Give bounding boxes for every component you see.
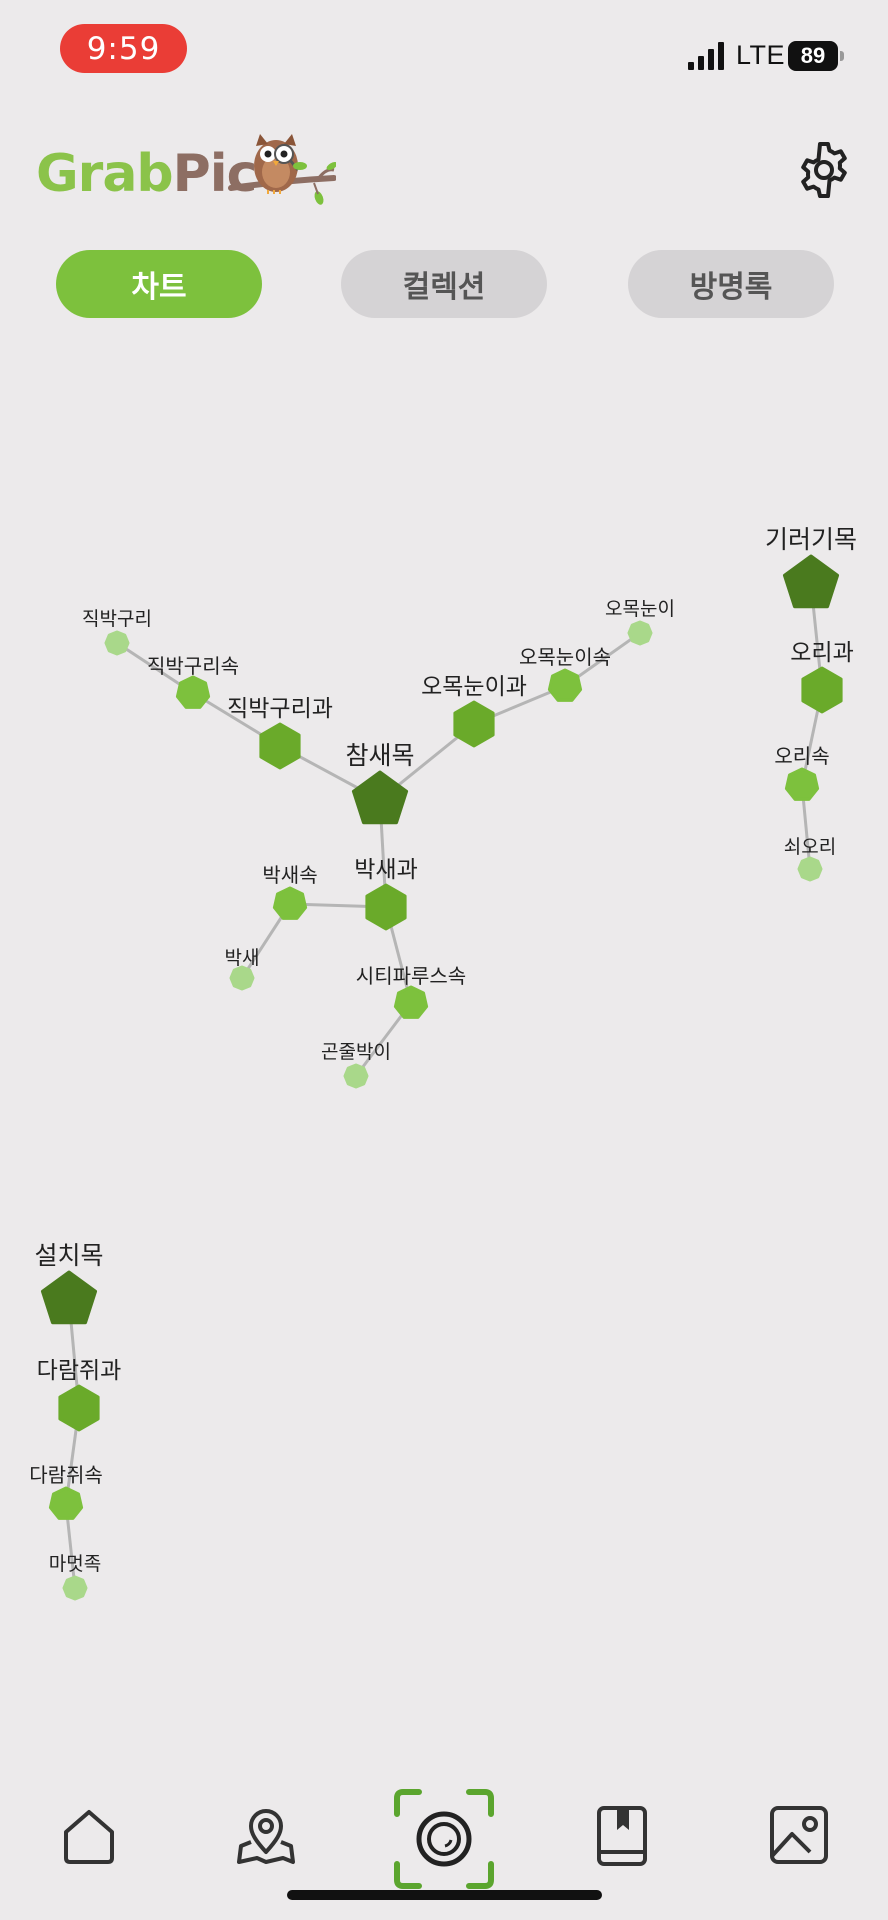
tree-node-order[interactable]: 설치목: [34, 1241, 104, 1325]
node-marker[interactable]: [797, 856, 823, 882]
tree-node-family[interactable]: 직박구리과: [227, 696, 333, 770]
node-label: 다람쥐과: [37, 1358, 122, 1384]
node-label: 쇠오리: [784, 836, 836, 858]
tree-node-genus[interactable]: 다람쥐속: [29, 1463, 103, 1520]
node-marker[interactable]: [343, 1063, 369, 1089]
home-indicator[interactable]: [287, 1890, 602, 1900]
node-label: 박새속: [262, 863, 317, 887]
node-label: 시티파루스속: [356, 964, 466, 988]
node-label: 오목눈이과: [421, 674, 527, 700]
bottom-nav: [0, 1788, 888, 1920]
node-marker[interactable]: [351, 770, 409, 825]
tree-node-genus[interactable]: 오리속: [774, 744, 830, 801]
tab-bar: 차트 컬렉션 방명록: [0, 250, 888, 320]
tree-node-genus[interactable]: 오목눈이속: [519, 645, 611, 702]
tab-chart[interactable]: 차트: [56, 250, 262, 318]
node-marker[interactable]: [784, 767, 820, 801]
node-label: 곤줄박이: [321, 1041, 391, 1063]
cellular-signal-icon: [688, 42, 724, 70]
logo-pic: Pic: [172, 144, 258, 204]
node-marker[interactable]: [782, 554, 840, 609]
node-label: 다람쥐속: [29, 1463, 103, 1487]
node-label: 직박구리: [82, 608, 152, 630]
tree-node-genus[interactable]: 박새속: [262, 863, 318, 920]
tab-collection[interactable]: 컬렉션: [341, 250, 547, 318]
tree-node-species[interactable]: 마멋족: [49, 1553, 101, 1601]
tree-node-species[interactable]: 오목눈이: [605, 598, 675, 646]
node-label: 오목눈이속: [519, 645, 611, 669]
app-logo: GrabPic: [36, 126, 336, 216]
node-label: 설치목: [34, 1241, 103, 1270]
tree-node-order[interactable]: 기러기목: [765, 525, 857, 609]
node-marker[interactable]: [453, 700, 495, 748]
tree-node-genus[interactable]: 직박구리속: [147, 654, 239, 709]
battery-icon: 89: [788, 41, 844, 71]
node-marker[interactable]: [259, 722, 301, 770]
battery-level: 89: [788, 41, 838, 71]
owl-mascot-icon: [228, 134, 336, 205]
camera-icon[interactable]: [393, 1788, 495, 1890]
node-marker[interactable]: [547, 668, 583, 702]
home-icon[interactable]: [54, 1800, 124, 1870]
node-marker[interactable]: [175, 675, 211, 709]
tree-node-family[interactable]: 다람쥐과: [37, 1358, 122, 1432]
tree-node-species[interactable]: 곤줄박이: [321, 1041, 391, 1089]
node-label: 직박구리속: [147, 654, 239, 678]
tab-guestbook[interactable]: 방명록: [628, 250, 834, 318]
node-marker[interactable]: [104, 630, 130, 656]
node-marker[interactable]: [62, 1575, 88, 1601]
node-label: 박새: [225, 947, 260, 969]
battery-tip: [840, 51, 844, 61]
node-label: 오리속: [774, 744, 829, 768]
tree-node-order[interactable]: 참새목: [345, 741, 415, 825]
node-label: 오리과: [790, 640, 853, 666]
node-marker[interactable]: [40, 1270, 98, 1325]
tree-node-species[interactable]: 직박구리: [82, 608, 152, 656]
node-marker[interactable]: [229, 965, 255, 991]
book-icon[interactable]: [587, 1800, 657, 1870]
tree-node-family[interactable]: 박새과: [354, 857, 418, 931]
node-label: 오목눈이: [605, 598, 675, 620]
logo-wordmark: GrabPic: [36, 144, 258, 204]
tree-node-family[interactable]: 오목눈이과: [421, 674, 527, 748]
gallery-icon[interactable]: [764, 1800, 834, 1870]
node-label: 기러기목: [765, 525, 857, 554]
map-pin-icon[interactable]: [231, 1800, 301, 1870]
node-marker[interactable]: [48, 1486, 84, 1520]
network-label: LTE: [736, 40, 786, 70]
node-marker[interactable]: [272, 886, 308, 920]
node-label: 직박구리과: [227, 696, 333, 722]
node-label: 마멋족: [49, 1553, 101, 1575]
node-label: 박새과: [354, 857, 417, 883]
tree-node-family[interactable]: 오리과: [790, 640, 854, 714]
tree-node-species[interactable]: 쇠오리: [784, 836, 836, 882]
node-marker[interactable]: [393, 985, 429, 1019]
node-marker[interactable]: [58, 1384, 100, 1432]
settings-gear-icon[interactable]: [794, 140, 854, 200]
status-bar: 9:59 LTE 89: [0, 0, 888, 100]
node-marker[interactable]: [801, 666, 843, 714]
node-marker[interactable]: [365, 883, 407, 931]
logo-grab: Grab: [36, 144, 174, 204]
node-label: 참새목: [345, 741, 414, 770]
node-marker[interactable]: [627, 620, 653, 646]
tree-node-genus[interactable]: 시티파루스속: [356, 964, 466, 1019]
tree-node-species[interactable]: 박새: [225, 947, 260, 991]
time-indicator[interactable]: 9:59: [60, 24, 187, 73]
